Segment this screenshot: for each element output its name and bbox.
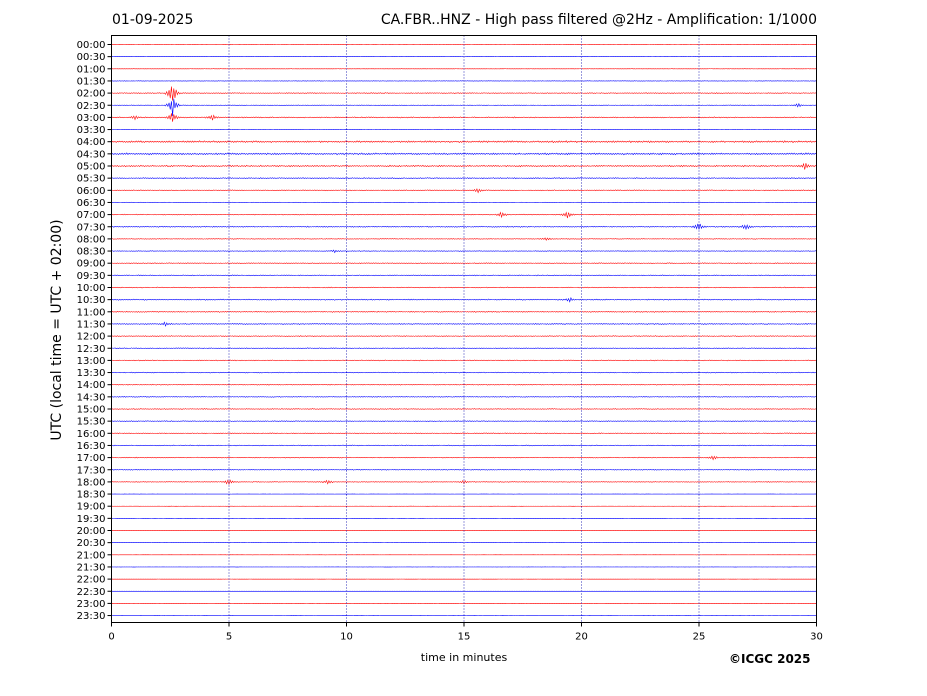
y-tick-label: 18:00 (77, 477, 106, 488)
y-tick-label: 19:30 (77, 514, 106, 525)
y-tick-label: 05:00 (77, 162, 106, 173)
y-tick-label: 17:00 (77, 453, 106, 464)
trace-12:30 (111, 347, 817, 350)
trace-02:30 (111, 98, 817, 117)
y-tick-label: 22:30 (77, 587, 106, 598)
y-tick-label: 19:00 (77, 502, 106, 513)
y-tick-label: 23:30 (77, 611, 106, 622)
y-tick-label: 11:30 (77, 319, 106, 330)
y-tick-label: 21:00 (77, 550, 106, 561)
y-tick-label: 14:00 (77, 380, 106, 391)
y-tick-label: 01:00 (77, 64, 106, 75)
y-tick-label: 08:00 (77, 234, 106, 245)
chart-date: 01-09-2025 (112, 12, 194, 28)
y-tick-label: 15:00 (77, 405, 106, 416)
y-tick-label: 23:00 (77, 599, 106, 610)
y-tick-label: 17:30 (77, 465, 106, 476)
grid-layer (228, 35, 700, 623)
trace-13:30 (111, 371, 817, 374)
trace-05:30 (111, 177, 817, 180)
x-tick-label: 25 (693, 632, 706, 643)
y-tick-label: 04:00 (77, 137, 106, 148)
trace-15:30 (111, 420, 817, 422)
y-tick-label: 13:30 (77, 368, 106, 379)
chart-title: CA.FBR..HNZ - High pass filtered @2Hz - … (380, 12, 817, 28)
y-tick-label: 20:30 (77, 538, 106, 549)
y-tick-label: 14:30 (77, 392, 106, 403)
y-tick-label: 18:30 (77, 490, 106, 501)
y-tick-label: 16:30 (77, 441, 106, 452)
y-tick-label: 10:30 (77, 295, 106, 306)
y-tick-label: 10:00 (77, 283, 106, 294)
trace-17:00 (111, 455, 817, 461)
y-tick-label: 13:00 (77, 356, 106, 367)
trace-05:00 (111, 162, 817, 170)
trace-06:00 (111, 188, 817, 194)
trace-08:30 (111, 249, 817, 254)
y-tick-label: 16:00 (77, 429, 106, 440)
y-tick-label: 06:30 (77, 198, 106, 209)
y-tick-label: 20:00 (77, 526, 106, 537)
y-tick-label: 01:30 (77, 76, 106, 87)
y-tick-label: 09:00 (77, 259, 106, 270)
y-tick-label: 07:00 (77, 210, 106, 221)
trace-03:00 (111, 113, 817, 122)
trace-15:00 (111, 408, 817, 410)
y-tick-label: 12:30 (77, 344, 106, 355)
trace-14:00 (111, 383, 817, 386)
y-tick-label: 07:30 (77, 222, 106, 233)
y-tick-label: 15:30 (77, 417, 106, 428)
trace-07:00 (111, 211, 817, 219)
y-tick-label: 05:30 (77, 174, 106, 185)
x-tick-label: 30 (810, 632, 823, 643)
y-tick-label: 12:00 (77, 332, 106, 343)
copyright-text: ©ICGC 2025 (729, 652, 811, 666)
x-tick-label: 15 (458, 632, 471, 643)
trace-04:30 (111, 152, 817, 156)
y-tick-label: 08:30 (77, 247, 106, 258)
y-tick-label: 00:30 (77, 52, 106, 63)
y-tick-label: 03:00 (77, 113, 106, 124)
y-tick-label: 03:30 (77, 125, 106, 136)
y-tick-label: 02:30 (77, 101, 106, 112)
y-tick-label: 22:00 (77, 575, 106, 586)
trace-07:30 (111, 223, 817, 231)
y-tick-label: 11:00 (77, 307, 106, 318)
y-tick-label: 04:30 (77, 149, 106, 160)
trace-14:30 (111, 396, 817, 398)
trace-18:00 (111, 479, 817, 486)
x-axis-label: time in minutes (420, 651, 508, 664)
trace-06:30 (111, 201, 817, 204)
y-tick-label: 00:00 (77, 40, 106, 51)
x-tick-label: 0 (108, 632, 114, 643)
y-tick-label: 06:00 (77, 186, 106, 197)
y-tick-label: 09:30 (77, 271, 106, 282)
x-tick-label: 10 (340, 632, 353, 643)
plot-frame (111, 35, 817, 623)
trace-13:00 (111, 359, 817, 362)
trace-16:30 (111, 444, 817, 447)
trace-16:00 (111, 432, 817, 435)
x-tick-label: 5 (226, 632, 232, 643)
x-tick-label: 20 (575, 632, 588, 643)
y-tick-label: 21:30 (77, 562, 106, 573)
trace-04:00 (111, 140, 817, 144)
trace-17:30 (111, 468, 817, 471)
trace-08:00 (111, 237, 817, 241)
y-tick-label: 02:00 (77, 89, 106, 100)
